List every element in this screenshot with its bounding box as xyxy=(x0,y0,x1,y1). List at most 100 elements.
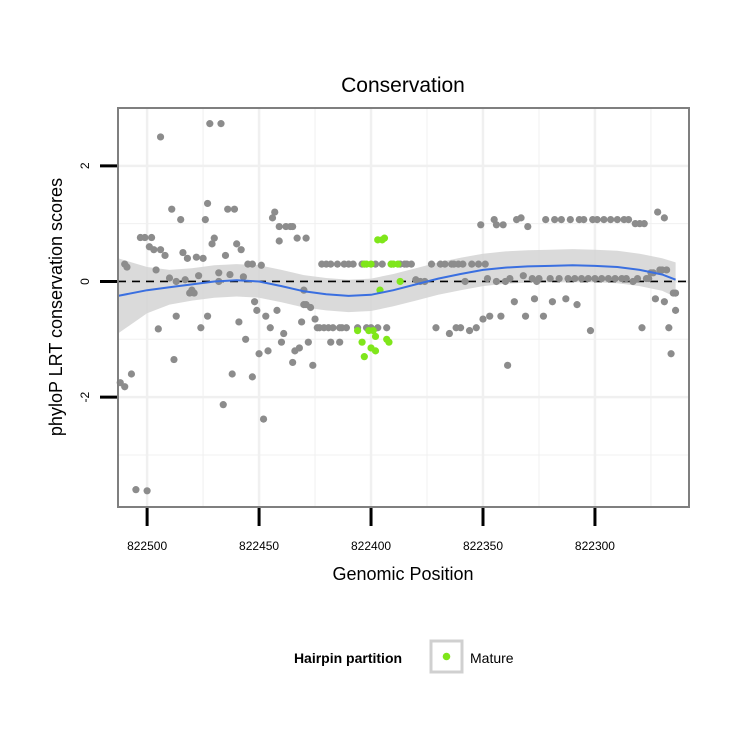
points-other xyxy=(116,120,680,495)
x-tick-label: 822400 xyxy=(351,539,391,553)
data-point xyxy=(206,120,214,128)
data-point xyxy=(242,335,250,343)
data-point xyxy=(203,199,212,208)
y-axis-title: phyloP LRT conservation scores xyxy=(46,178,66,436)
data-point xyxy=(302,234,310,242)
data-point xyxy=(598,274,606,283)
data-point xyxy=(165,274,174,282)
data-point xyxy=(181,276,189,284)
data-point xyxy=(275,237,283,245)
data-point xyxy=(201,216,209,224)
legend: Hairpin partition Mature xyxy=(294,639,514,674)
data-point xyxy=(298,318,306,326)
grid-lines xyxy=(118,108,689,507)
data-point-mature xyxy=(385,338,393,346)
data-point xyxy=(427,260,436,268)
data-point xyxy=(432,324,440,332)
confidence-ribbon xyxy=(118,249,676,334)
data-point xyxy=(524,222,532,231)
data-point xyxy=(172,277,180,286)
data-point xyxy=(607,216,615,224)
data-point xyxy=(161,251,169,260)
data-point xyxy=(208,240,216,248)
data-point xyxy=(152,266,160,274)
data-point xyxy=(215,269,223,277)
data-point xyxy=(539,312,548,320)
data-point xyxy=(483,274,492,283)
data-point xyxy=(468,260,476,268)
y-tick-label: -2 xyxy=(78,391,92,402)
data-point xyxy=(192,253,200,261)
data-point xyxy=(459,260,467,268)
data-point xyxy=(277,338,286,346)
data-point-mature xyxy=(353,327,362,335)
data-point xyxy=(311,315,319,323)
data-point xyxy=(127,370,136,378)
data-point-mature xyxy=(380,234,389,242)
data-point xyxy=(199,254,207,262)
data-point xyxy=(226,270,234,279)
data-point xyxy=(217,120,225,128)
data-point xyxy=(230,205,239,213)
data-point xyxy=(611,274,619,283)
x-axis: 822500 822450 822400 822350 822300 xyxy=(127,508,615,553)
data-point xyxy=(571,274,579,283)
data-point xyxy=(327,338,335,346)
data-point xyxy=(573,301,581,309)
data-point xyxy=(289,222,297,231)
plot-panel xyxy=(116,107,690,508)
data-point xyxy=(280,329,288,338)
data-point xyxy=(210,234,218,242)
data-point xyxy=(156,246,165,254)
data-point xyxy=(271,208,279,216)
data-point xyxy=(640,220,648,228)
data-point xyxy=(295,344,303,352)
data-point xyxy=(671,289,680,297)
x-tick-label: 822450 xyxy=(239,539,279,553)
data-point xyxy=(445,329,454,338)
data-point xyxy=(177,216,185,224)
data-point-mature xyxy=(369,327,377,335)
data-point xyxy=(253,306,261,314)
data-point xyxy=(304,338,312,346)
data-point xyxy=(481,260,489,268)
data-point xyxy=(239,273,247,281)
x-tick-label: 822500 xyxy=(127,539,167,553)
data-point xyxy=(336,338,344,346)
data-point xyxy=(584,274,592,283)
data-point xyxy=(170,355,178,364)
data-point xyxy=(519,272,527,280)
data-point-mature xyxy=(371,332,380,341)
data-point xyxy=(349,260,357,268)
x-tick-label: 822300 xyxy=(575,539,615,553)
data-point xyxy=(577,274,586,283)
data-point xyxy=(651,295,660,303)
data-point xyxy=(660,214,668,222)
data-point xyxy=(250,298,259,306)
y-tick-label: 2 xyxy=(78,162,92,169)
data-point xyxy=(257,261,265,269)
data-point xyxy=(660,298,668,306)
data-point xyxy=(535,274,543,283)
data-point xyxy=(510,298,518,306)
legend-title: Hairpin partition xyxy=(294,650,402,666)
data-point xyxy=(479,315,487,323)
data-point xyxy=(557,216,565,224)
data-point xyxy=(499,221,507,229)
data-point xyxy=(275,222,283,231)
data-point xyxy=(190,289,198,297)
data-point xyxy=(566,216,574,224)
data-point xyxy=(521,312,530,320)
data-point xyxy=(219,401,227,409)
data-point xyxy=(233,240,241,248)
data-point xyxy=(156,133,165,141)
data-point xyxy=(591,274,599,283)
data-point xyxy=(477,221,485,229)
data-point xyxy=(333,260,342,268)
data-point xyxy=(147,233,156,242)
data-point xyxy=(221,251,230,260)
data-point xyxy=(622,274,630,283)
data-point xyxy=(306,303,315,312)
data-point xyxy=(150,246,158,254)
data-point xyxy=(667,350,675,358)
